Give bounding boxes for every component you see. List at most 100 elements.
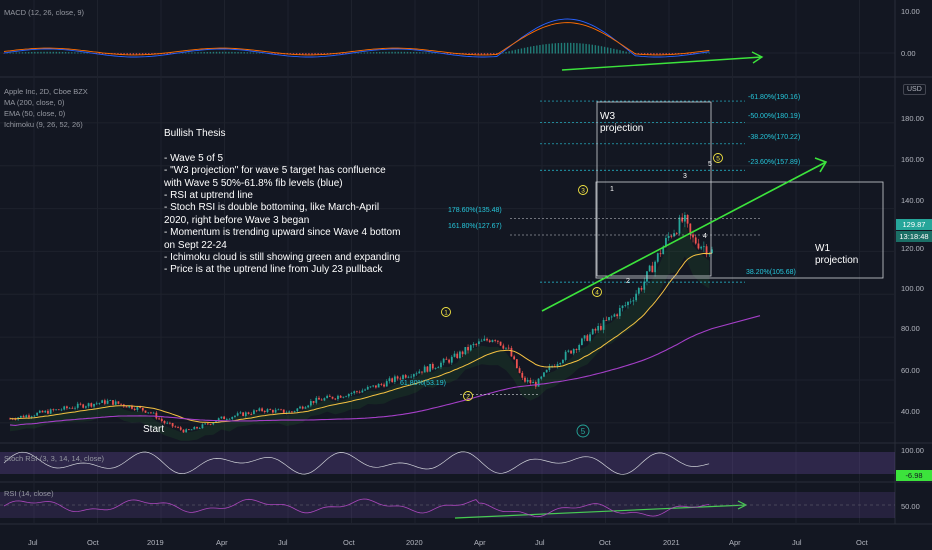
- candle-body-91: [255, 410, 258, 412]
- candle-body-16: [52, 409, 55, 411]
- wave-circle-4: [713, 153, 723, 163]
- candle-body-143: [396, 376, 399, 379]
- candle-body-101: [282, 409, 285, 413]
- rsi-pane: [0, 492, 895, 518]
- candle-body-82: [231, 416, 234, 419]
- price-tick-160: 160.00: [901, 155, 924, 164]
- candle-body-173: [478, 341, 480, 345]
- macd-hist-98: [305, 53, 307, 55]
- candle-body-162: [448, 359, 450, 363]
- candle-body-134: [372, 385, 375, 387]
- macd-hist-26: [83, 52, 85, 54]
- candle-body-21: [66, 406, 68, 409]
- candle-body-213: [586, 335, 589, 341]
- candle-body-153: [423, 366, 426, 373]
- macd-hist-151: [468, 53, 470, 55]
- macd-hist-159: [493, 53, 495, 55]
- candle-body-126: [350, 393, 353, 395]
- currency-badge[interactable]: USD: [903, 84, 926, 95]
- candle-body-145: [402, 375, 404, 380]
- candle-body-188: [518, 368, 521, 373]
- macd-hist-79: [246, 52, 249, 54]
- macd-hist-223: [690, 53, 692, 54]
- macd-hist-130: [403, 51, 406, 54]
- macd-hist-47: [148, 53, 150, 55]
- macd-hist-206: [637, 53, 640, 55]
- candle-body-243: [667, 235, 670, 238]
- macd-hist-24: [77, 52, 79, 54]
- macd-hist-215: [665, 53, 667, 55]
- macd-hist-178: [551, 43, 553, 54]
- candle-body-158: [437, 367, 440, 369]
- macd-hist-214: [662, 53, 664, 55]
- candle-body-235: [646, 271, 648, 282]
- candle-body-12: [41, 410, 44, 413]
- macd-hist-88: [274, 53, 276, 54]
- candle-body-70: [198, 428, 201, 429]
- candle-body-110: [307, 405, 310, 408]
- macd-hist-15: [49, 51, 51, 54]
- macd-hist-217: [671, 53, 674, 55]
- candle-body-62: [177, 427, 179, 428]
- candle-body-107: [299, 406, 301, 409]
- macd-signal-line: [3, 22, 710, 56]
- candle-body-171: [472, 343, 475, 346]
- wave-5-big-label: 5: [581, 427, 586, 436]
- macd-hist-224: [693, 53, 695, 54]
- candle-body-149: [412, 374, 415, 377]
- macd-hist-211: [653, 53, 655, 55]
- candle-body-212: [583, 335, 586, 339]
- candle-body-228: [627, 301, 629, 306]
- macd-hist-87: [271, 53, 273, 54]
- macd-tick-0: 10.00: [901, 7, 920, 16]
- macd-hist-173: [536, 45, 538, 54]
- candle-body-147: [407, 376, 410, 378]
- candle-body-141: [391, 378, 394, 382]
- macd-hist-197: [610, 48, 612, 54]
- candle-body-146: [404, 375, 407, 378]
- candle-body-75: [212, 422, 215, 425]
- macd-hist-116: [360, 52, 362, 54]
- macd-hist-14: [46, 51, 48, 54]
- macd-hist-195: [603, 46, 606, 54]
- stoch-legend: Stoch RSI (3, 3, 14, 14, close): [4, 454, 105, 463]
- macd-hist-213: [659, 53, 661, 55]
- macd-hist-162: [502, 52, 504, 54]
- wave-circle-3: [592, 287, 602, 297]
- candle-body-96: [269, 409, 272, 411]
- candle-body-55: [158, 418, 160, 420]
- candle-body-167: [461, 351, 464, 355]
- x-tick-7: Apr: [474, 538, 486, 547]
- macd-hist-124: [385, 51, 387, 54]
- macd-tick-1: 0.00: [901, 49, 916, 58]
- candle-body-64: [182, 429, 185, 433]
- macd-hist-19: [61, 51, 64, 54]
- macd-hist-102: [317, 53, 319, 55]
- price-tick-100: 100.00: [901, 284, 924, 293]
- candle-body-154: [426, 366, 429, 372]
- macd-hist-120: [372, 52, 375, 54]
- candle-body-29: [87, 403, 90, 407]
- candle-body-196: [540, 376, 543, 379]
- wave-circle-1: [463, 391, 473, 401]
- candle-body-130: [361, 390, 364, 393]
- candle-body-86: [242, 412, 244, 416]
- macd-hist-163: [505, 51, 507, 54]
- candle-body-67: [190, 429, 193, 431]
- candle-body-159: [440, 362, 442, 368]
- ichimoku-cloud-area: [10, 223, 710, 441]
- candle-body-128: [356, 391, 358, 393]
- candle-body-218: [599, 326, 602, 330]
- candle-body-185: [510, 347, 513, 357]
- wave-label-5: 5: [708, 161, 712, 168]
- candle-body-203: [559, 362, 562, 365]
- candle-body-170: [469, 345, 472, 351]
- candle-body-215: [591, 329, 594, 335]
- macd-hist-196: [606, 47, 609, 54]
- macd-hist-21: [67, 52, 70, 54]
- candle-body-85: [239, 412, 242, 414]
- macd-hist-93: [289, 53, 292, 55]
- candle-body-177: [488, 340, 491, 343]
- x-tick-10: 2021: [663, 538, 680, 547]
